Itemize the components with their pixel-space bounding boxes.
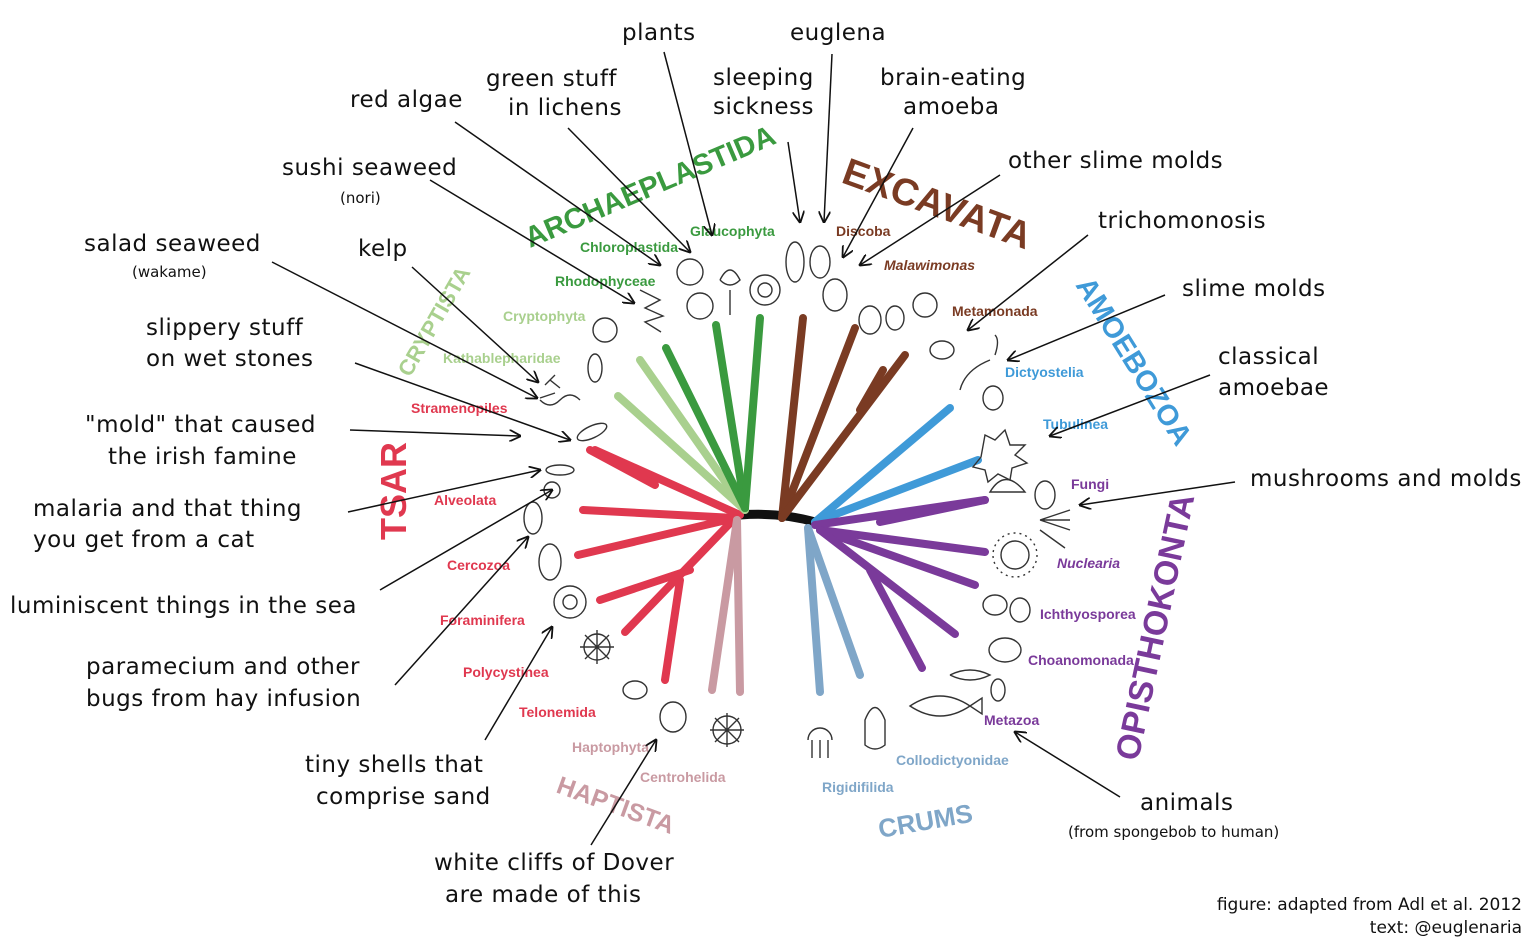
taxon-labels: Stramenopiles Alveolata Cercozoa Foramin… [411,223,1136,795]
note-mushrooms: mushrooms and molds [1250,466,1522,492]
note-malaria-1: malaria and that thing [33,496,302,522]
taxon-fungi: Fungi [1071,476,1109,492]
taxon-rhodophyceae: Rhodophyceae [555,273,656,289]
note-other-slime: other slime molds [1008,148,1223,174]
haptista-branches [708,516,744,696]
annotations: plants euglena sleeping sickness brain-e… [10,20,1522,908]
supergroup-tsar: TSAR [373,442,414,540]
note-green-1: green stuff [486,66,617,92]
note-mold-2: the irish famine [108,444,297,470]
note-sushi-2: (nori) [340,189,381,207]
opisthokonta-branches [811,496,989,672]
taxon-centrohelida: Centrohelida [640,769,726,785]
note-slippery-1: slippery stuff [146,315,304,341]
note-param-1: paramecium and other [86,654,360,680]
taxon-kathablepharidae: Kathablepharidae [443,350,561,366]
note-dover-1: white cliffs of Dover [434,850,674,876]
note-animals-2: (from spongebob to human) [1068,823,1279,841]
note-trich: trichomonosis [1098,208,1266,234]
taxon-alveolata: Alveolata [434,492,496,508]
taxon-choanomonada: Choanomonada [1028,652,1134,668]
note-salad-2: (wakame) [132,263,207,281]
note-shells-1: tiny shells that [305,752,483,778]
taxon-polycystinea: Polycystinea [463,664,549,680]
taxon-metamonada: Metamonada [952,303,1038,319]
tree-backbone [735,509,820,527]
taxon-collodictyonidae: Collodictyonidae [896,752,1009,768]
archaeplastida-branches [662,314,764,512]
note-dover-2: are made of this [445,882,642,908]
crums-branches [804,524,864,696]
taxon-rigidifilida: Rigidifilida [822,779,894,795]
note-sleeping-1: sleeping [713,65,814,91]
note-plants: plants [622,20,696,46]
tree-branches [574,314,989,696]
note-mold-1: "mold" that caused [85,412,316,438]
note-classical-1: classical [1218,344,1319,370]
note-euglena: euglena [790,20,886,46]
note-brain-1: brain-eating [880,65,1026,91]
note-shells-2: comprise sand [316,784,491,810]
note-red-algae: red algae [350,87,463,113]
taxon-glaucophyta: Glaucophyta [690,223,775,239]
note-green-2: in lichens [508,95,622,121]
annotation-arrows [271,51,1236,846]
note-param-2: bugs from hay infusion [86,686,361,712]
note-lumin: luminiscent things in the sea [10,593,357,619]
taxon-malawimonas: Malawimonas [884,257,975,273]
taxon-telonemida: Telonemida [519,704,596,720]
taxon-metazoa: Metazoa [984,712,1039,728]
credit-text: text: @euglenaria [1370,918,1522,938]
credits: figure: adapted from Adl et al. 2012 tex… [1217,895,1522,938]
amoebozoa-branches [811,404,982,526]
note-sleeping-2: sickness [713,94,814,120]
note-animals-1: animals [1140,790,1233,816]
note-sushi-1: sushi seaweed [282,155,457,181]
taxon-cercozoa: Cercozoa [447,557,510,573]
organism-sketches [523,241,1071,758]
taxon-chloroplastida: Chloroplastida [580,239,678,255]
note-slippery-2: on wet stones [146,346,314,372]
supergroup-crums: CRUMS [876,798,975,844]
taxon-stramenopiles: Stramenopiles [411,400,508,416]
note-salad-1: salad seaweed [84,231,261,257]
note-slime: slime molds [1182,276,1326,302]
taxon-tubulinea: Tubulinea [1043,416,1108,432]
credit-figure: figure: adapted from Adl et al. 2012 [1217,895,1522,915]
supergroup-opisthokonta: OPISTHOKONTA [1109,490,1203,763]
note-brain-2: amoeba [903,94,999,120]
tsar-branches [574,446,744,684]
excavata-branches [778,314,909,522]
note-kelp: kelp [358,236,408,262]
cryptista-branches [614,356,749,514]
taxon-discoba: Discoba [836,223,891,239]
taxon-cryptophyta: Cryptophyta [503,308,586,324]
taxon-foraminifera: Foraminifera [440,612,525,628]
taxon-ichthyosporea: Ichthyosporea [1040,606,1136,622]
note-malaria-2: you get from a cat [33,527,255,553]
taxon-dictyostelia: Dictyostelia [1005,364,1084,380]
taxon-nuclearia: Nuclearia [1057,555,1120,571]
taxon-haptophyta: Haptophyta [572,739,649,755]
note-classical-2: amoebae [1218,375,1329,401]
